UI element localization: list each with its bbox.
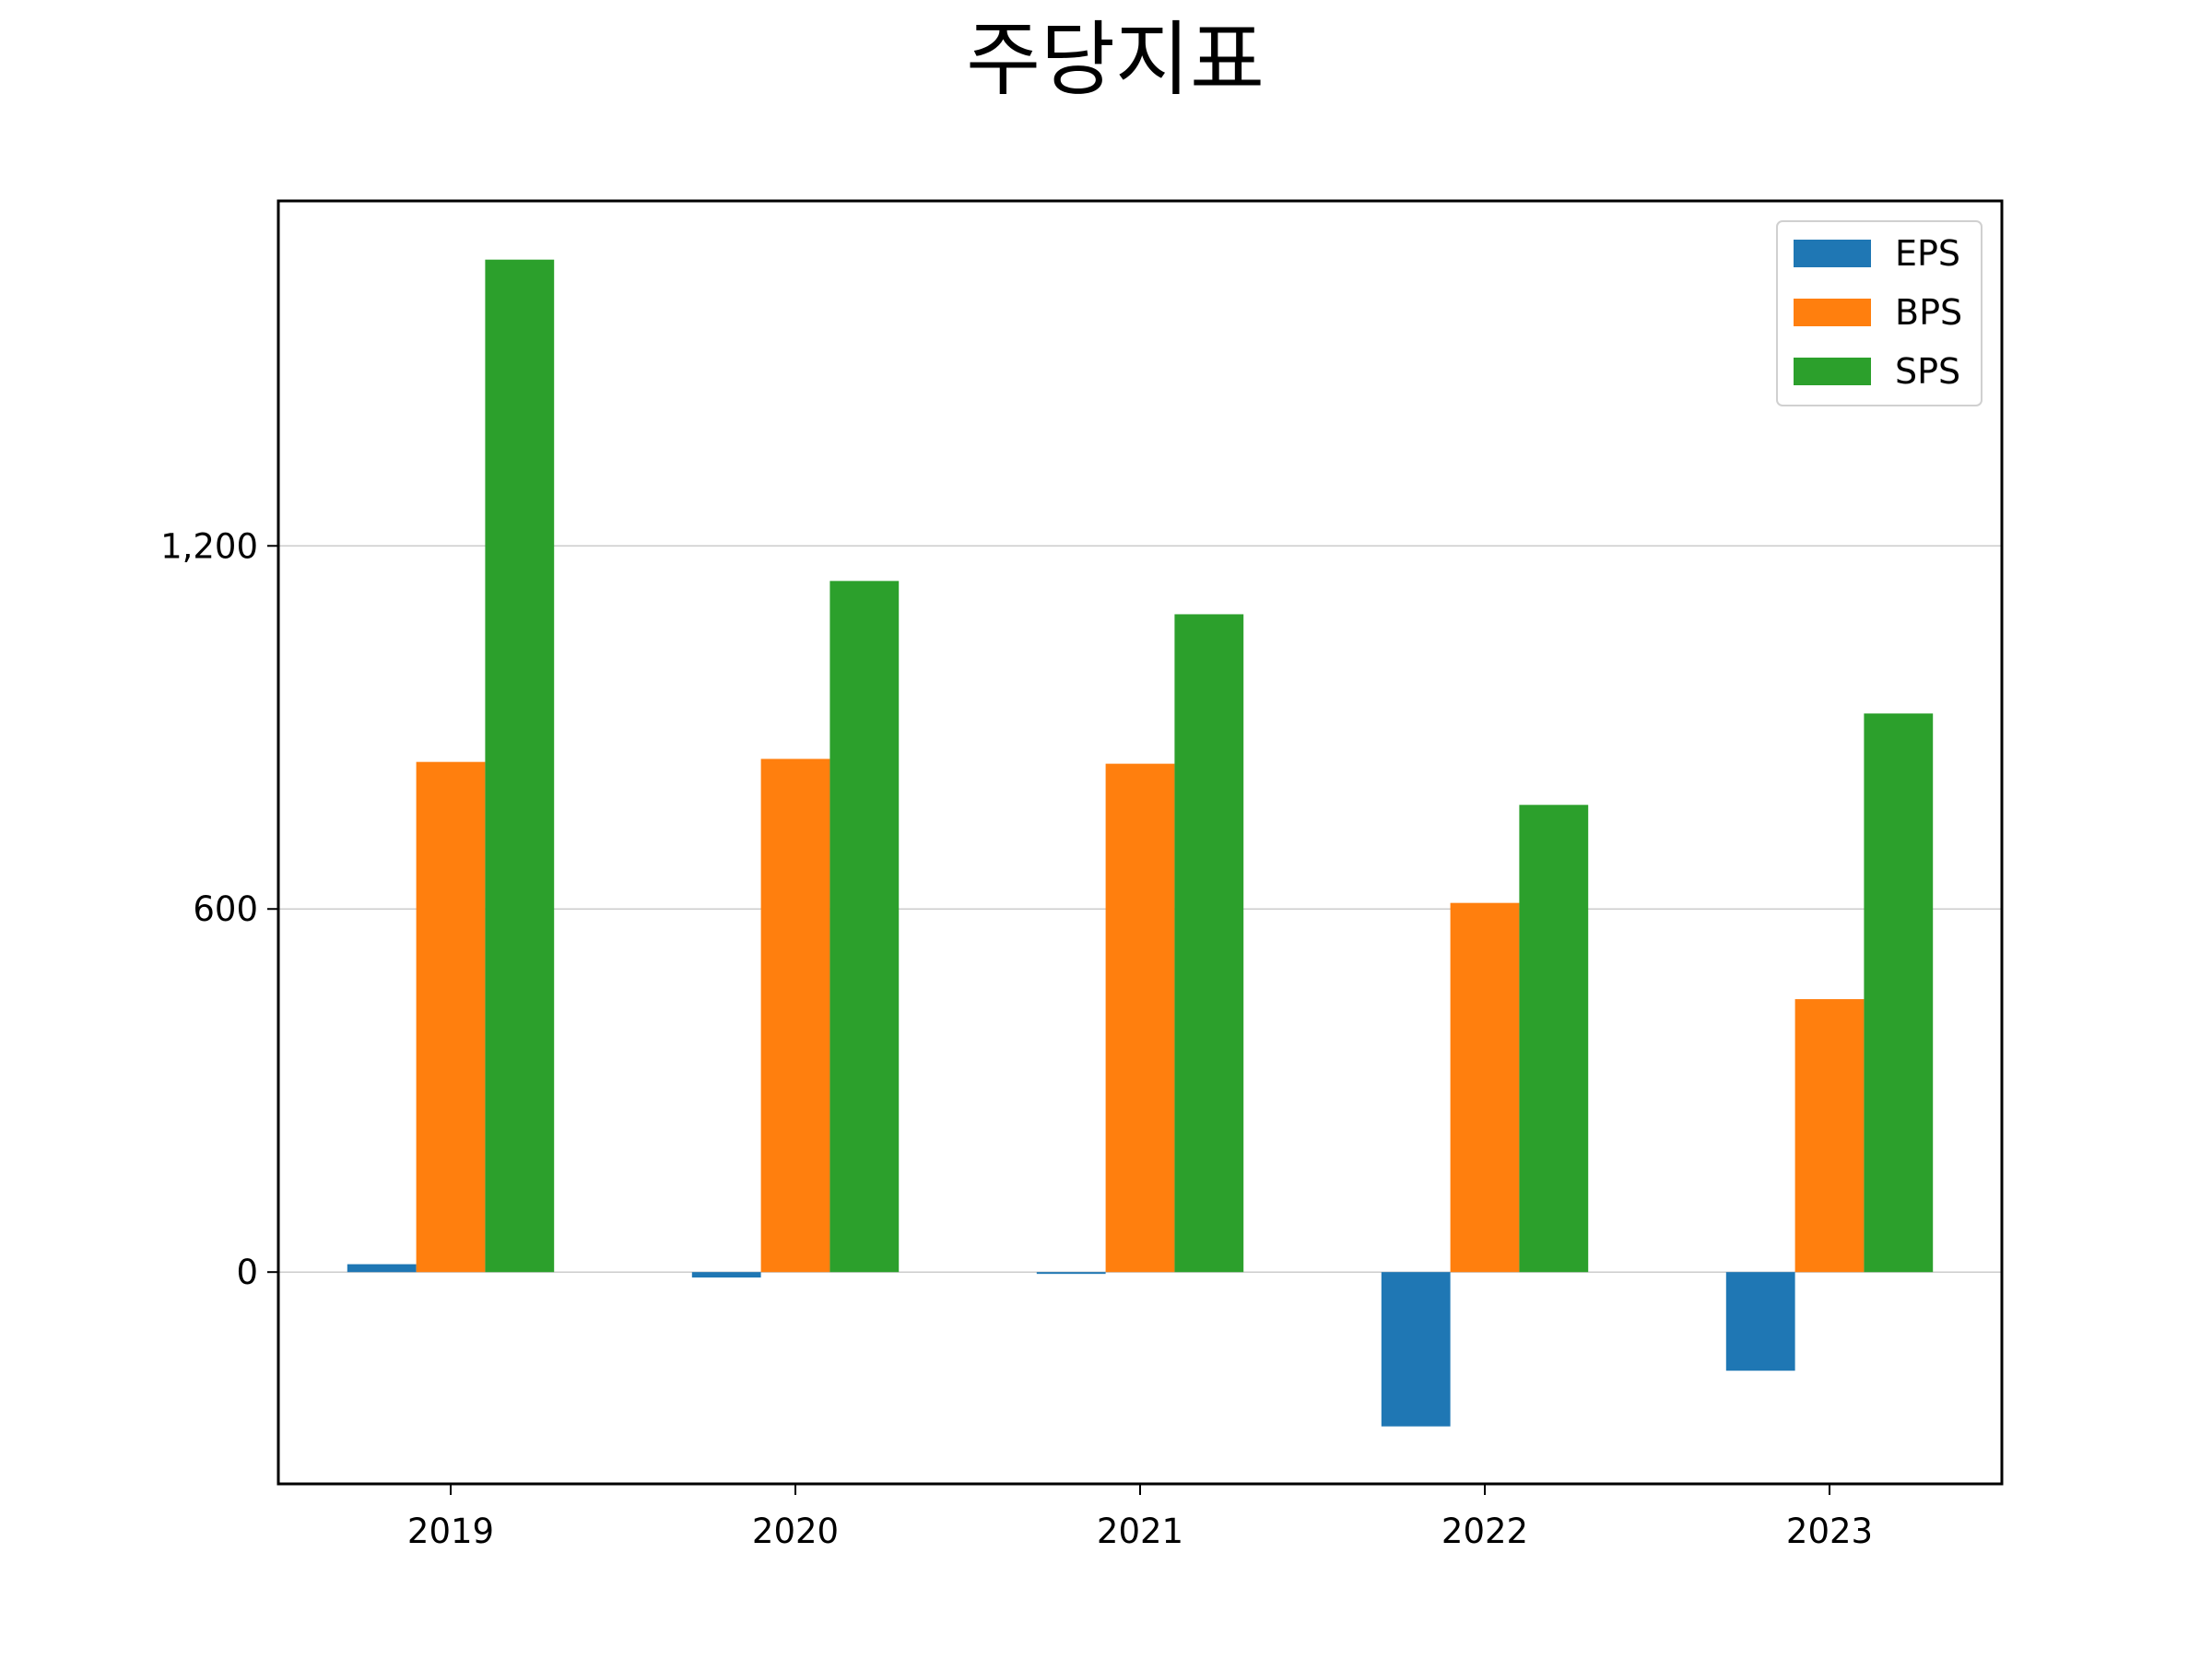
bar-sps-2020 (830, 581, 900, 1273)
bar-sps-2021 (1174, 614, 1244, 1273)
x-tick-label: 2022 (1441, 1512, 1528, 1551)
legend-swatch-eps (1794, 240, 1871, 267)
bar-sps-2019 (485, 259, 555, 1273)
bars-layer (347, 259, 1934, 1427)
bar-sps-2023 (1864, 713, 1934, 1273)
legend-swatch-sps (1794, 358, 1871, 385)
axis-layer: 0 600 1,200 2019 2020 2021 2022 2023 (160, 526, 1873, 1551)
bar-eps-2021 (1036, 1272, 1106, 1275)
bar-bps-2020 (760, 759, 830, 1273)
x-tick-label: 2020 (752, 1512, 839, 1551)
y-tick-label: 0 (236, 1253, 258, 1292)
bar-bps-2021 (1105, 763, 1175, 1273)
bar-sps-2022 (1519, 805, 1589, 1273)
legend: EPS BPS SPS (1776, 220, 1983, 406)
bar-eps-2020 (691, 1272, 761, 1278)
bar-bps-2022 (1450, 902, 1520, 1273)
x-tick-label: 2021 (1097, 1512, 1183, 1551)
bar-bps-2019 (416, 761, 486, 1273)
y-tick-label: 1,200 (160, 526, 258, 566)
legend-swatch-bps (1794, 299, 1871, 326)
bar-eps-2019 (347, 1264, 417, 1273)
bar-eps-2022 (1381, 1272, 1451, 1427)
bar-bps-2023 (1794, 999, 1865, 1273)
legend-label-eps: EPS (1895, 233, 1960, 274)
x-tick-label: 2019 (407, 1512, 494, 1551)
y-tick-label: 600 (193, 889, 258, 929)
bar-eps-2023 (1725, 1272, 1795, 1371)
legend-label-bps: BPS (1895, 292, 1962, 333)
chart-title: 주당지표 (966, 12, 1265, 107)
x-tick-label: 2023 (1786, 1512, 1873, 1551)
legend-label-sps: SPS (1895, 351, 1960, 392)
